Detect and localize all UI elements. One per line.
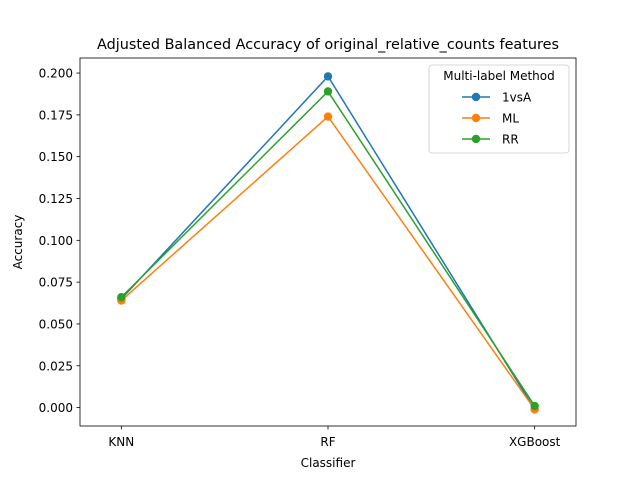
legend-box (428, 64, 570, 154)
axes-frame (79, 57, 577, 427)
plot-area: 0.000 0.025 0.050 0.075 0.100 0.125 0.150 0.175… (39, 57, 577, 449)
legend-marker-1vsa (471, 92, 481, 102)
y-tick-label: 0.050 (39, 317, 73, 331)
legend-marker-ml (471, 113, 481, 123)
legend-title: Multi-label Method (443, 69, 555, 83)
x-tick-label: XGBoost (509, 435, 561, 449)
data-point-rr (323, 87, 333, 96)
data-point-1vsa (323, 72, 333, 81)
y-tick-label: 0.025 (39, 359, 73, 373)
y-axis-label: Accuracy (11, 215, 25, 270)
x-tick-label: RF (320, 435, 335, 449)
x-axis-label: Classifier (301, 456, 356, 470)
legend: Multi-label Method 1vsA ML RR (428, 64, 570, 154)
x-tick-label: KNN (108, 435, 134, 449)
y-tick-label: 0.075 (39, 276, 73, 290)
data-point-ml (323, 112, 333, 121)
y-tick-label: 0.100 (39, 234, 73, 248)
y-tick-label: 0.150 (39, 150, 73, 164)
chart-title: Adjusted Balanced Accuracy of original_r… (97, 37, 559, 53)
y-tick-label: 0.200 (39, 67, 73, 81)
y-tick-label: 0.175 (39, 108, 73, 122)
legend-label-rr: RR (502, 133, 519, 147)
y-tick-label: 0.000 (39, 401, 73, 415)
legend-label-1vsa: 1vsA (502, 91, 532, 105)
legend-label-ml: ML (502, 112, 519, 126)
y-tick-label: 0.125 (39, 192, 73, 206)
data-point-rr (530, 401, 539, 411)
data-point-rr (117, 293, 126, 302)
series-line-ml (120, 115, 536, 410)
legend-marker-rr (471, 134, 481, 144)
